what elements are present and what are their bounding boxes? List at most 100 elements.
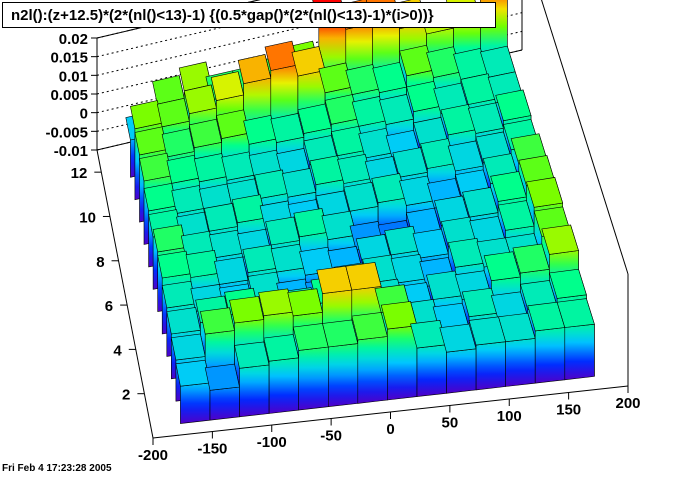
bar-top-face	[412, 228, 449, 259]
y-tick-label: 12	[71, 165, 88, 182]
bar	[468, 316, 507, 391]
z-tick-label: 0.02	[59, 31, 88, 48]
bar-top-face	[440, 104, 477, 136]
bar-top-face	[330, 125, 366, 157]
bar-top-face	[210, 71, 244, 101]
bar-top-face	[526, 177, 564, 208]
bar-top-face	[287, 288, 323, 317]
bar-top-face	[467, 102, 504, 134]
bar	[204, 363, 240, 421]
bar-top-face	[254, 169, 289, 199]
bar-top-face	[322, 319, 359, 348]
bar-top-face	[318, 62, 353, 94]
bar-top-face	[512, 243, 550, 274]
x-tick-label: 150	[556, 402, 581, 419]
x-tick-label: 100	[497, 408, 522, 425]
bar-front-face	[298, 346, 329, 411]
bar-top-face	[461, 287, 499, 318]
z-tick-label: 0.01	[59, 68, 88, 85]
bar-top-face	[420, 138, 456, 169]
bar-top-face	[270, 113, 305, 143]
x-tick-label: 50	[442, 415, 459, 432]
bar-top-face	[175, 359, 211, 387]
bar-top-face	[209, 229, 244, 259]
bar-top-face	[166, 154, 200, 184]
bar-top-face	[171, 185, 205, 214]
z-tick-label: -0.01	[54, 143, 88, 160]
bar-front-face	[446, 348, 477, 394]
bar-top-face	[426, 46, 462, 78]
bar-top-face	[483, 251, 521, 282]
bar-top-face	[337, 153, 373, 184]
timestamp: Fri Feb 4 17:23:28 2005	[2, 463, 112, 474]
bar-top-face	[324, 94, 360, 125]
z-tick-label: 0.015	[50, 50, 88, 67]
bar-top-face	[447, 237, 485, 268]
bar-top-face	[204, 363, 240, 391]
bar-top-face	[549, 268, 587, 299]
bar-top-face	[345, 64, 380, 95]
bar-front-face	[564, 323, 595, 381]
bar-top-face	[157, 250, 192, 279]
bar-top-face	[406, 80, 442, 113]
bar-top-face	[345, 262, 382, 291]
z-tick-label: 0	[80, 106, 88, 123]
bar-top-face	[243, 114, 277, 145]
bar-top-face	[379, 94, 414, 125]
bar-top-face	[293, 208, 329, 238]
right-top-edge	[541, 0, 629, 275]
chart-title: n2l():(z+12.5)*(2*(nl()<13)-1) {(0.5*gap…	[11, 7, 434, 24]
bar-top-face	[185, 249, 220, 278]
bar-top-face	[351, 96, 387, 127]
bar-top-face	[460, 73, 497, 105]
bar-top-face	[161, 128, 195, 158]
bar-top-face	[399, 44, 435, 77]
bar-top-face	[292, 323, 329, 351]
bar-top-face	[234, 341, 270, 369]
bar-top-face	[188, 118, 223, 149]
bar-top-face	[203, 203, 238, 232]
bar-top-face	[139, 152, 173, 182]
bar-top-face	[156, 97, 190, 128]
bar-top-face	[214, 256, 249, 285]
bar	[234, 341, 270, 418]
bars	[125, 0, 595, 424]
bar-top-face	[130, 100, 163, 130]
bar-top-face	[265, 216, 300, 246]
z-tick-label: 0.005	[50, 87, 88, 104]
bar-top-face	[281, 168, 317, 198]
axes: -200 -150 -100 -50 0 50 100 150 200 2 4 6 8 10 12 -0.01…	[45, 31, 640, 464]
bar	[175, 359, 211, 424]
bar-top-face	[343, 181, 379, 212]
z-tick-label: -0.005	[45, 124, 88, 141]
bar-front-face	[534, 327, 566, 384]
bar-top-face	[263, 334, 300, 362]
bar	[527, 301, 566, 384]
x-tick-label: 0	[386, 421, 394, 438]
y-tick-label: 4	[113, 342, 122, 359]
x-tick-label: -150	[197, 441, 227, 458]
bar-top-face	[216, 109, 250, 139]
bar-top-face	[134, 126, 168, 156]
y-tick-label: 10	[79, 209, 96, 226]
bar-top-face	[495, 89, 532, 122]
y-tick-label: 8	[96, 254, 104, 271]
bar-front-face	[387, 325, 418, 401]
bar-front-face	[239, 364, 270, 418]
bar-top-face	[447, 140, 484, 172]
bar-front-face	[268, 357, 300, 414]
bar-top-face	[380, 301, 418, 330]
bar	[292, 323, 329, 411]
bar-top-face	[258, 288, 294, 317]
bar-top-face	[497, 200, 535, 231]
bar-top-face	[462, 187, 499, 218]
bar-top-face	[498, 312, 536, 343]
bar-top-face	[372, 61, 407, 94]
bar-top-face	[371, 173, 407, 204]
bar	[498, 312, 536, 387]
bar-top-face	[170, 333, 206, 361]
bar-front-face	[180, 382, 211, 424]
bar-front-face	[475, 341, 507, 391]
x-tick-label: 200	[615, 395, 640, 412]
